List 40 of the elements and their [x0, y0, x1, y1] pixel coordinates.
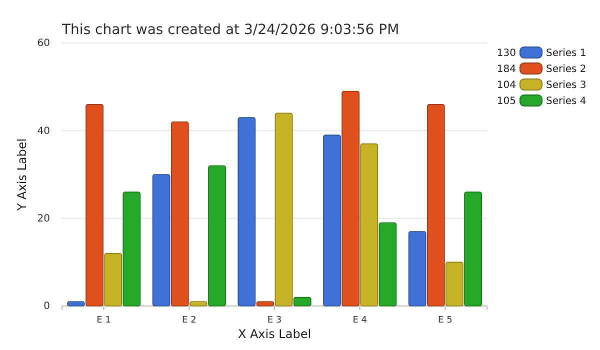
legend-label: Series 4 [546, 96, 586, 107]
legend-label: Series 3 [546, 80, 586, 91]
bar [122, 192, 141, 306]
x-tick-label: E 1 [96, 315, 111, 326]
bar [104, 253, 122, 306]
bar [208, 165, 226, 306]
x-tick-label: E 3 [267, 315, 282, 326]
text: 104 [496, 80, 516, 91]
bar [342, 90, 360, 306]
bar [190, 301, 208, 306]
x-tick-label: E 5 [438, 315, 452, 326]
bar [360, 143, 378, 306]
bar [426, 104, 445, 306]
text: 130 [496, 48, 516, 59]
bar [170, 122, 189, 306]
bar [274, 112, 293, 306]
bar [378, 222, 397, 306]
bar [256, 301, 274, 306]
y-tick-label: 20 [37, 214, 50, 225]
chart-title: This chart was created at 3/24/2026 9:03:56 PM [61, 22, 400, 38]
legend-label: Series 2 [546, 64, 586, 75]
bar [446, 262, 464, 306]
x-axis-title: X Axis Label [238, 327, 312, 341]
legend-label: Series 1 [546, 48, 586, 59]
y-tick-label: 60 [37, 38, 50, 50]
x-tick-label: E 2 [182, 315, 196, 326]
bar [152, 174, 170, 306]
bar [67, 301, 85, 306]
x-tick-label: E 4 [352, 315, 368, 326]
bar [86, 104, 104, 306]
y-tick-label: 40 [37, 126, 50, 137]
text: 105 [496, 96, 516, 107]
y-axis-title: Y Axis Label [15, 138, 29, 212]
bar [408, 231, 426, 306]
bar [323, 134, 341, 306]
y-tick-label: 0 [44, 301, 50, 312]
bar [464, 192, 482, 306]
text: 184 [496, 64, 516, 75]
bar [238, 117, 256, 306]
bar [293, 296, 312, 306]
